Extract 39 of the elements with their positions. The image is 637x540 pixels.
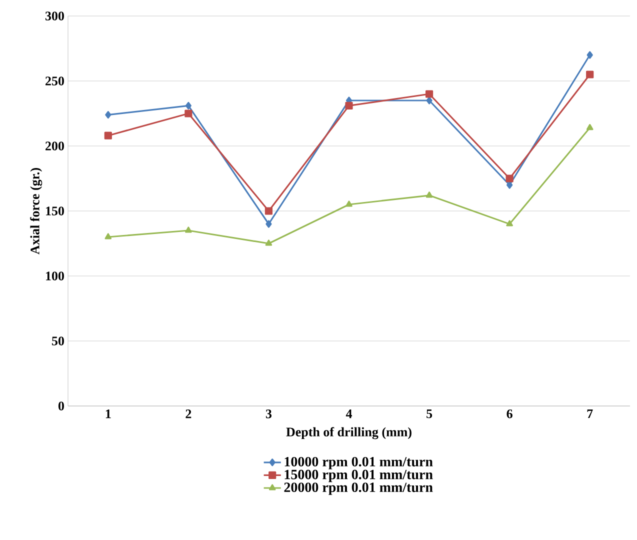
point (506, 174, 514, 182)
y-tick-label: 0 (58, 402, 64, 410)
point (586, 70, 594, 78)
point (346, 200, 352, 207)
point (586, 51, 593, 59)
y-tick-label: 150 (46, 206, 64, 216)
point (586, 124, 594, 130)
y-tick-label: 200 (46, 142, 64, 150)
x-tick-label: 5 (426, 410, 432, 418)
point (105, 110, 112, 119)
x-tick-label: 2 (186, 410, 192, 418)
point (185, 102, 192, 110)
point (506, 220, 513, 226)
point (184, 110, 192, 118)
legend-label: 10000 rpm 0.01 mm/turn (284, 456, 433, 470)
x-tick-label: 3 (266, 410, 272, 418)
point (345, 102, 353, 110)
x-tick-label: 7 (587, 410, 593, 418)
point (266, 220, 272, 228)
x-tick-label: 4 (346, 410, 352, 418)
y-tick-label: 300 (45, 12, 64, 20)
x-axis-title: Depth of drilling (mm) (286, 427, 412, 440)
point (425, 90, 434, 98)
y-tick-label: 100 (46, 272, 64, 280)
point (506, 181, 513, 189)
point (104, 132, 112, 140)
y-tick-label: 50 (52, 336, 64, 346)
y-tick-label: 250 (46, 76, 64, 86)
point (185, 226, 192, 233)
point (426, 96, 432, 104)
x-tick-label: 6 (506, 410, 512, 418)
y-axis-title: Axial force (gr.) (30, 168, 42, 254)
point (104, 233, 112, 240)
legend-label: 20000 rpm 0.01 mm/turn (284, 482, 433, 495)
x-tick-label: 1 (106, 410, 111, 418)
point (265, 240, 272, 246)
point (426, 192, 433, 198)
legend-label: 15000 rpm 0.01 mm/turn (284, 470, 433, 482)
point (264, 207, 273, 215)
